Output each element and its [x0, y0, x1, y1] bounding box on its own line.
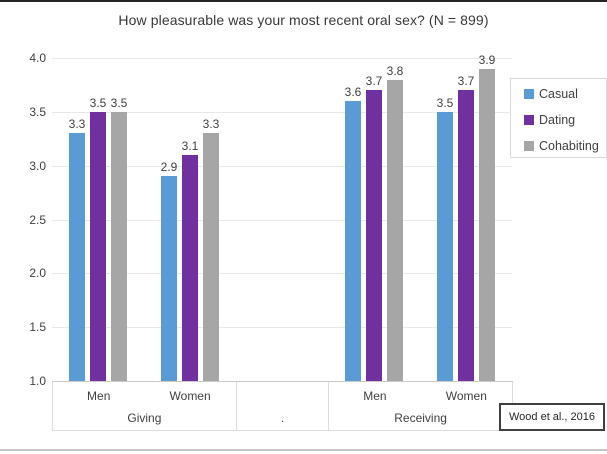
- y-axis-tick-label: 2.5: [29, 213, 46, 227]
- y-axis-tick-label: 3.0: [29, 159, 46, 173]
- bar-value-label: 3.9: [478, 52, 496, 67]
- bar-cohabiting: [203, 133, 219, 381]
- gridline: [52, 220, 512, 221]
- bar-cohabiting: [479, 68, 495, 381]
- gridline: [52, 166, 512, 167]
- legend-item-casual: Casual: [524, 86, 606, 102]
- legend-item-dating: Dating: [524, 112, 606, 128]
- bar-value-label: 3.5: [110, 95, 128, 110]
- y-axis-tick-label: 3.5: [29, 105, 46, 119]
- x-axis-category-label: Women: [445, 389, 487, 403]
- gridline: [52, 112, 512, 113]
- gridline: [52, 273, 512, 274]
- gridline: [52, 327, 512, 328]
- bar-casual: [437, 111, 453, 381]
- legend-label: Dating: [539, 113, 576, 127]
- bar-casual: [345, 101, 361, 381]
- bar-value-label: 3.5: [436, 95, 454, 110]
- x-axis-group-label: Giving: [127, 411, 162, 425]
- x-axis-group: .: [237, 382, 330, 430]
- bar-value-label: 3.5: [89, 95, 107, 110]
- bar-casual: [161, 176, 177, 381]
- legend-label: Cohabiting: [539, 139, 599, 153]
- bar-dating: [182, 154, 198, 381]
- bar-value-label: 2.9: [160, 160, 178, 175]
- legend-item-cohabiting: Cohabiting: [524, 138, 606, 154]
- legend: Casual Dating Cohabiting: [510, 78, 607, 158]
- legend-swatch-dating: [524, 115, 534, 125]
- x-axis-group: Men Women Giving: [53, 382, 237, 430]
- plot-area: 3.3 2.9 3.6 3.5 3.5 3.1 3.7 3.7 3.5 3.3 3.8 3.9: [52, 53, 512, 381]
- bar-cohabiting: [387, 79, 403, 381]
- gridline: [52, 58, 512, 59]
- bar-value-label: 3.3: [68, 117, 86, 132]
- x-axis-category-label: Men: [87, 389, 111, 403]
- legend-label: Casual: [539, 87, 578, 101]
- y-axis-tick-label: 1.0: [29, 374, 46, 388]
- bar-value-label: 3.7: [365, 74, 383, 89]
- x-axis-category-label: [237, 382, 328, 409]
- bar-dating: [90, 111, 106, 381]
- x-axis-group-label: Receiving: [394, 411, 447, 425]
- bar-value-label: 3.6: [344, 85, 362, 100]
- legend-swatch-cohabiting: [524, 141, 534, 151]
- x-axis-category-label: Women: [169, 389, 211, 403]
- bar-casual: [69, 133, 85, 381]
- legend-swatch-casual: [524, 89, 534, 99]
- x-axis-group-label: .: [280, 411, 285, 425]
- source-citation-box: Wood et al., 2016: [499, 403, 605, 431]
- bar-dating: [458, 90, 474, 381]
- x-axis-category-label: Men: [363, 389, 387, 403]
- x-axis-group: Men Women Receiving: [329, 382, 513, 430]
- bar-value-label: 3.1: [181, 138, 199, 153]
- bar-value-label: 3.3: [202, 117, 220, 132]
- bar-value-label: 3.7: [457, 74, 475, 89]
- bottom-border-line: [0, 449, 607, 451]
- y-axis-tick-label: 4.0: [29, 51, 46, 65]
- y-axis-tick-label: 2.0: [29, 266, 46, 280]
- bar-cohabiting: [111, 111, 127, 381]
- bar-value-label: 3.8: [386, 63, 404, 78]
- y-axis-tick-label: 1.5: [29, 320, 46, 334]
- x-axis-table: Men Women Giving. Men Women Receiving: [52, 381, 513, 431]
- chart-title: How pleasurable was your most recent ora…: [118, 12, 489, 28]
- bar-dating: [366, 90, 382, 381]
- top-border-line: [0, 0, 607, 2]
